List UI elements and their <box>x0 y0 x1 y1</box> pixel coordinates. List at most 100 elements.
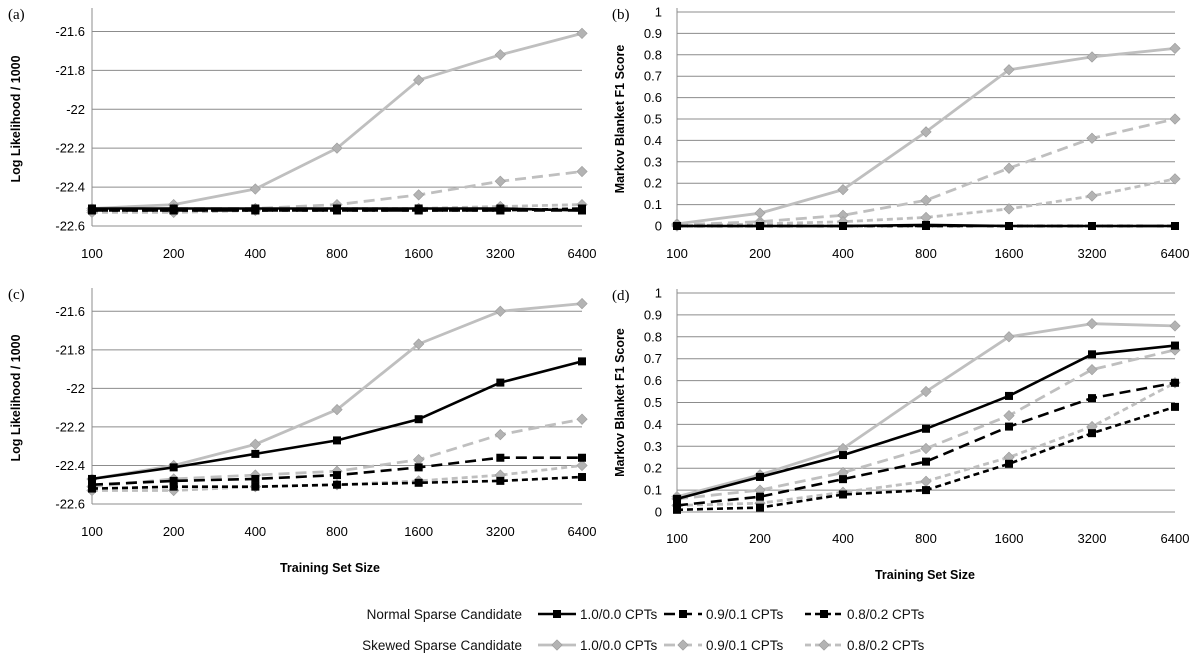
data-point <box>673 494 681 503</box>
y-axis-title: Markov Blanket F1 Score <box>613 328 627 477</box>
panel-a: -22.6 -22.4 -22.2 -22 -21.8 -21.6 100 200 400 800… <box>8 7 596 261</box>
data-point <box>1169 173 1181 185</box>
y-tick-label: 0.6 <box>644 90 662 105</box>
data-point <box>578 453 586 462</box>
y-axis-title: Markov Blanket F1 Score <box>613 45 627 194</box>
data-point <box>1086 318 1098 330</box>
legend-marker <box>820 610 828 618</box>
x-tick-label: 1600 <box>404 524 433 539</box>
series-skewed-1-0-0-0-cpts <box>86 297 588 485</box>
data-point <box>249 438 261 450</box>
y-axis-title: Log Likelihood / 1000 <box>9 334 23 461</box>
series-line <box>676 322 1176 499</box>
y-tick-label: -21.8 <box>55 342 85 357</box>
x-tick-label: 6400 <box>1161 246 1190 261</box>
x-tick-label: 3200 <box>486 246 515 261</box>
data-point <box>251 449 260 458</box>
legend-entry-label: 0.8/0.2 CPTs <box>847 607 925 622</box>
y-tick-label: -22.2 <box>55 419 85 434</box>
data-point <box>496 453 505 462</box>
data-point <box>333 436 341 445</box>
data-point <box>414 463 423 472</box>
data-point <box>1003 162 1015 174</box>
legend-entry-label: 0.9/0.1 CPTs <box>706 607 784 622</box>
data-point <box>922 457 930 466</box>
y-tick-label: -21.6 <box>55 304 85 319</box>
y-tick-label: 0 <box>655 219 662 234</box>
data-point <box>576 459 588 472</box>
data-point <box>1005 459 1013 468</box>
panel-c: -22.6 -22.4 -22.2 -22 -21.8 -21.6 100 200 400 800… <box>8 287 596 575</box>
data-point <box>922 222 930 230</box>
data-point <box>88 474 96 483</box>
x-tick-label: 3200 <box>1078 531 1107 546</box>
legend-group-label: Normal Sparse Candidate <box>367 607 522 622</box>
x-tick-label: 800 <box>326 524 348 539</box>
data-point <box>88 484 96 493</box>
y-tick-label: 0.4 <box>644 417 662 432</box>
data-point <box>1171 402 1179 411</box>
panel-d: 0 0.1 0.2 0.3 0.4 0.5 0.6 0.7 0.8 0.9 1 100 200 400 80… <box>612 286 1189 583</box>
y-tick-label: 0.9 <box>644 307 662 322</box>
data-point <box>920 126 932 138</box>
data-point <box>494 49 506 61</box>
legend-marker <box>677 639 689 651</box>
data-point <box>1086 364 1098 376</box>
x-tick-label: 100 <box>666 531 688 546</box>
data-point <box>1005 422 1013 431</box>
data-point <box>920 194 932 206</box>
y-tick-label: -21.8 <box>55 63 85 78</box>
data-point <box>756 472 764 481</box>
x-tick-label: 400 <box>832 246 854 261</box>
y-tick-label: -22.4 <box>55 180 85 195</box>
data-point <box>331 403 343 416</box>
data-point <box>496 206 505 215</box>
y-tick-label: 0.3 <box>644 439 662 454</box>
legend-group-label: Skewed Sparse Candidate <box>362 638 522 653</box>
x-tick-label: 1600 <box>404 246 433 261</box>
series-skewed-1-0-0-0-cpts <box>671 42 1181 230</box>
legend-entry-label: 1.0/0.0 CPTs <box>580 638 658 653</box>
data-point <box>576 27 588 40</box>
x-tick-label: 800 <box>915 531 937 546</box>
y-tick-label: 0.1 <box>644 483 662 498</box>
series-normal-0-8-0-2-cpts <box>88 473 586 493</box>
data-point <box>496 476 505 485</box>
panel-label: (b) <box>612 7 630 23</box>
x-tick-label: 200 <box>163 524 185 539</box>
data-point <box>837 183 849 196</box>
data-point <box>333 480 341 489</box>
data-point <box>413 338 425 350</box>
y-tick-label: 0.8 <box>644 47 662 62</box>
data-point <box>1005 222 1013 230</box>
data-point <box>169 463 178 472</box>
series-line <box>91 32 583 210</box>
y-tick-label: -22 <box>66 381 85 396</box>
panel-b: 0 0.1 0.2 0.3 0.4 0.5 0.6 0.7 0.8 0.9 1 100 200 400 80… <box>612 5 1189 262</box>
legend: Normal Sparse Candidate 1.0/0.0 CPTs 0.9/0… <box>362 607 924 653</box>
x-tick-label: 1600 <box>995 531 1024 546</box>
data-point <box>333 471 341 480</box>
y-axis-title: Log Likelihood / 1000 <box>9 55 23 182</box>
data-point <box>331 142 343 154</box>
x-axis-title: Training Set Size <box>875 568 975 582</box>
data-point <box>169 482 178 491</box>
legend-entry-label: 0.9/0.1 CPTs <box>706 638 784 653</box>
y-tick-label: -22.2 <box>55 141 85 156</box>
x-tick-label: 100 <box>81 524 103 539</box>
y-tick-label: -22.4 <box>55 458 85 473</box>
data-point <box>1005 391 1013 400</box>
data-point <box>413 74 425 86</box>
data-point <box>413 454 425 466</box>
data-point <box>756 492 764 501</box>
legend-marker <box>679 610 687 618</box>
data-point <box>920 475 932 487</box>
data-point <box>169 206 178 215</box>
data-point <box>922 424 930 433</box>
data-point <box>1169 42 1181 55</box>
data-point <box>249 183 261 195</box>
y-tick-label: 0.9 <box>644 26 662 41</box>
data-point <box>1171 378 1179 387</box>
